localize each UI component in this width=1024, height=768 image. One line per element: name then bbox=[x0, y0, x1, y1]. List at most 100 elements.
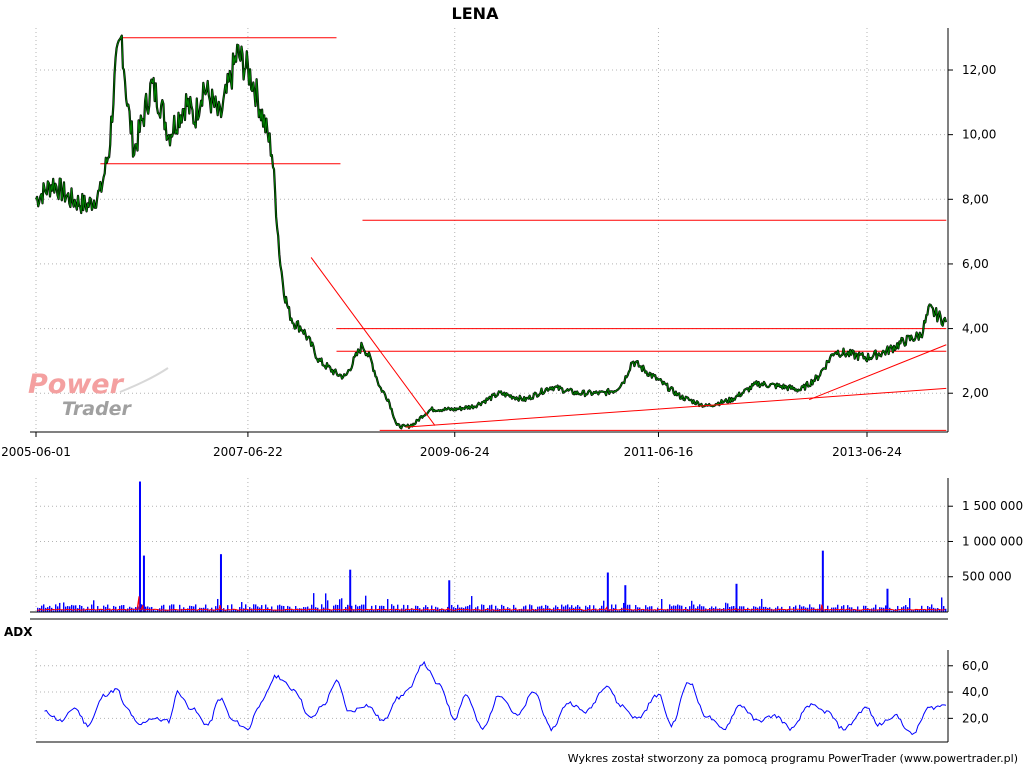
volume-bar bbox=[61, 609, 63, 612]
volume-bar bbox=[593, 605, 595, 612]
volume-spike-bar bbox=[735, 583, 738, 612]
volume-bar bbox=[451, 604, 453, 612]
volume-bar bbox=[433, 609, 435, 612]
volume-bar bbox=[93, 600, 95, 612]
volume-bar bbox=[609, 609, 611, 612]
volume-bar bbox=[185, 610, 187, 612]
volume-bar bbox=[809, 604, 811, 612]
volume-bar bbox=[861, 610, 863, 612]
price-line-shadow bbox=[34, 34, 948, 430]
volume-bar bbox=[621, 607, 623, 612]
adx-y-tick-label: 60,0 bbox=[962, 659, 989, 673]
volume-bar bbox=[125, 609, 127, 612]
volume-bar bbox=[237, 610, 239, 612]
volume-bar bbox=[209, 610, 211, 612]
volume-bar bbox=[293, 609, 295, 612]
volume-bar bbox=[309, 608, 311, 612]
price-x-tick-label: 2009-06-24 bbox=[420, 445, 490, 459]
volume-bar bbox=[545, 604, 547, 612]
volume-bar bbox=[533, 609, 535, 612]
volume-bar bbox=[277, 605, 279, 612]
volume-bar bbox=[263, 609, 265, 612]
volume-bar bbox=[629, 604, 631, 612]
volume-bar bbox=[313, 593, 315, 612]
watermark-power: Power bbox=[28, 369, 125, 400]
volume-bar bbox=[919, 609, 921, 612]
volume-bar bbox=[567, 604, 569, 612]
volume-bar bbox=[829, 610, 831, 612]
price-x-tick-label: 2005-06-01 bbox=[1, 445, 71, 459]
volume-bar bbox=[711, 606, 713, 612]
volume-bar bbox=[583, 609, 585, 612]
volume-bar bbox=[791, 610, 793, 612]
price-y-tick-label: 4,00 bbox=[962, 322, 989, 336]
trend-line bbox=[808, 344, 947, 401]
volume-bar bbox=[387, 599, 389, 612]
volume-bar bbox=[815, 608, 817, 612]
volume-bar bbox=[91, 604, 93, 612]
volume-bar bbox=[641, 609, 643, 612]
volume-bar bbox=[867, 608, 869, 612]
volume-bar bbox=[233, 609, 235, 612]
volume-bar bbox=[213, 609, 215, 612]
volume-bar bbox=[597, 610, 599, 612]
volume-bar bbox=[675, 605, 677, 612]
price-y-tick-label: 6,00 bbox=[962, 257, 989, 271]
volume-bar bbox=[107, 604, 109, 612]
volume-bar bbox=[411, 608, 413, 612]
volume-bar bbox=[361, 604, 363, 612]
volume-average-line bbox=[36, 596, 946, 611]
volume-bar bbox=[693, 604, 695, 612]
volume-bar bbox=[359, 605, 361, 612]
volume-y-tick-label: 1 500 000 bbox=[962, 499, 1023, 513]
volume-bar bbox=[843, 605, 845, 612]
volume-bar bbox=[491, 604, 493, 612]
volume-bar bbox=[291, 608, 293, 612]
adx-line bbox=[44, 660, 947, 736]
price-grid bbox=[35, 28, 948, 432]
volume-spike-bar bbox=[448, 580, 451, 612]
volume-bar bbox=[743, 606, 745, 612]
volume-bar bbox=[179, 604, 181, 612]
volume-bar bbox=[787, 609, 789, 612]
volume-bar bbox=[571, 605, 573, 612]
volume-bar bbox=[681, 605, 683, 612]
adx-grid bbox=[35, 650, 948, 742]
volume-bar bbox=[371, 605, 373, 612]
volume-bar bbox=[519, 609, 521, 612]
volume-bar bbox=[745, 609, 747, 612]
volume-bar bbox=[251, 608, 253, 612]
volume-bar bbox=[175, 609, 177, 612]
volume-bar bbox=[235, 609, 237, 612]
volume-bar bbox=[177, 610, 179, 612]
volume-bar bbox=[445, 610, 447, 612]
volume-bar bbox=[689, 606, 691, 612]
volume-bar bbox=[581, 609, 583, 612]
volume-spike-bar bbox=[886, 588, 889, 612]
volume-bar bbox=[101, 609, 103, 612]
volume-bar bbox=[585, 605, 587, 612]
volume-bar bbox=[715, 606, 717, 612]
volume-bar bbox=[857, 606, 859, 612]
volume-bar bbox=[365, 595, 367, 612]
volume-bar bbox=[385, 610, 387, 612]
volume-bar bbox=[157, 608, 159, 612]
volume-bar bbox=[683, 609, 685, 612]
volume-bar bbox=[169, 605, 171, 612]
volume-bar bbox=[85, 609, 87, 612]
price-y-tick-label: 12,00 bbox=[962, 63, 996, 77]
price-x-tick-label: 2013-06-24 bbox=[832, 445, 902, 459]
volume-bar bbox=[619, 610, 621, 612]
price-y-tick-label: 10,00 bbox=[962, 128, 996, 142]
volume-spike-bar bbox=[624, 585, 627, 612]
volume-bar bbox=[717, 608, 719, 612]
volume-bar bbox=[555, 605, 557, 612]
volume-bar bbox=[797, 609, 799, 612]
volume-bar bbox=[899, 610, 901, 612]
volume-bar bbox=[189, 605, 191, 612]
volume-bar bbox=[441, 608, 443, 612]
volume-bar bbox=[63, 602, 65, 612]
volume-bar bbox=[923, 609, 925, 612]
volume-bar bbox=[275, 610, 277, 612]
